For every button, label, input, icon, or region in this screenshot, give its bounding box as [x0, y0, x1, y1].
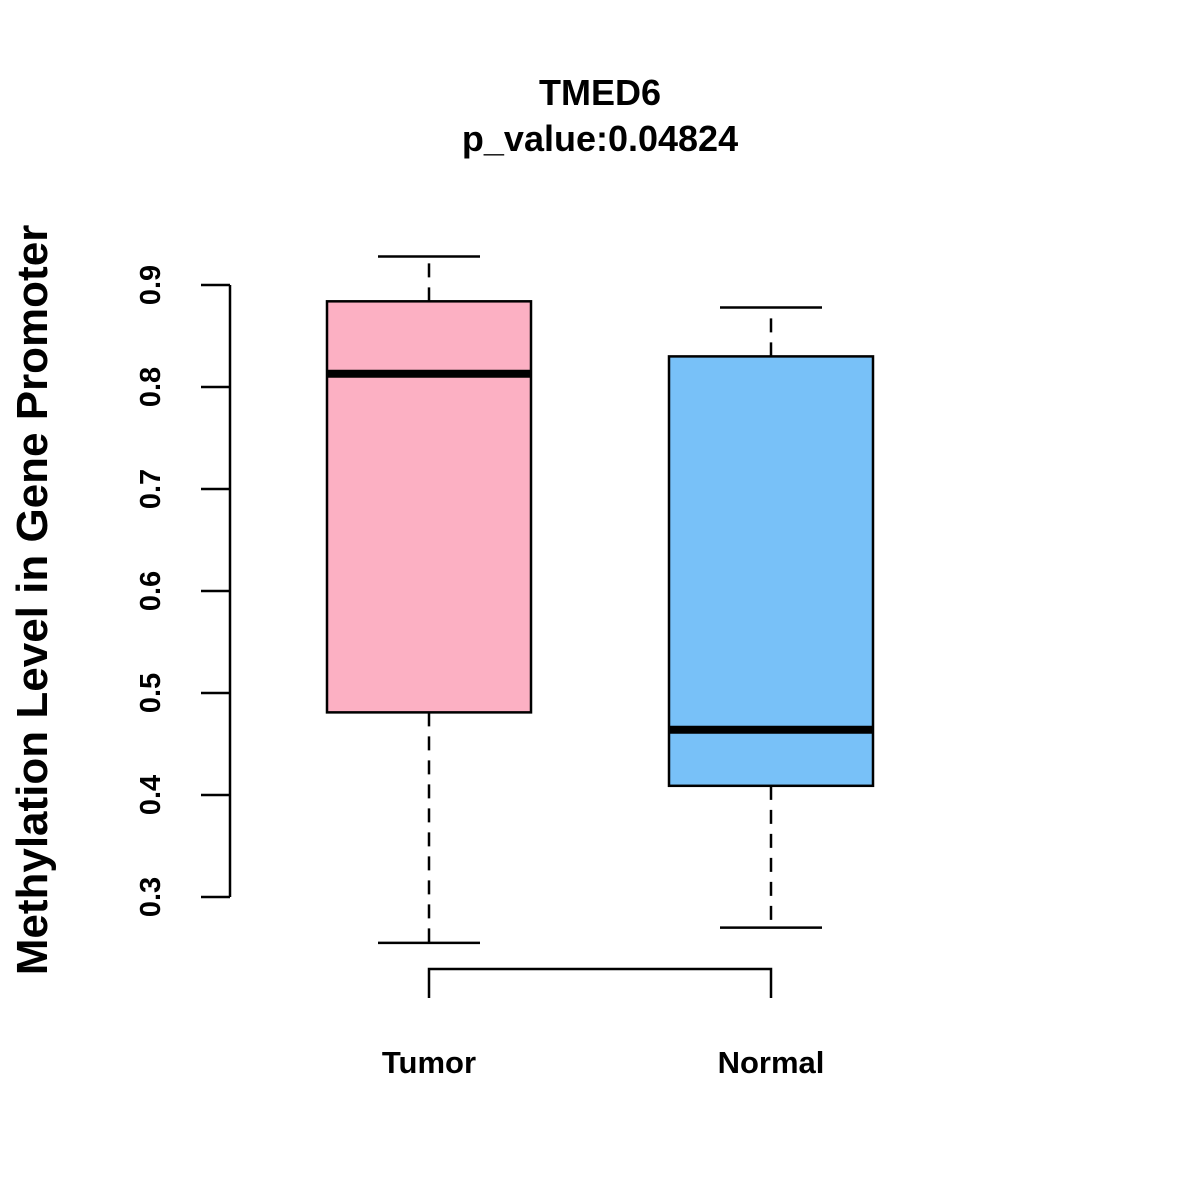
y-tick-label: 0.4: [135, 775, 167, 815]
box-normal: [667, 306, 875, 929]
y-tick-label: 0.9: [135, 265, 167, 305]
y-tick-label: 0.5: [135, 673, 167, 713]
y-tick-label: 0.7: [135, 469, 167, 509]
iqr-box: [667, 355, 875, 788]
y-tick-label: 0.3: [135, 877, 167, 917]
chart-title: TMED6: [539, 72, 661, 113]
bracket-line: [427, 967, 773, 998]
iqr-box: [325, 300, 533, 714]
x-tick-label-normal: Normal: [718, 1045, 825, 1080]
comparison-bracket: [427, 967, 773, 998]
x-tick-label-tumor: Tumor: [382, 1045, 476, 1080]
boxes: [325, 255, 875, 945]
x-axis-labels: Tumor Normal: [382, 1045, 824, 1080]
box-tumor: [325, 255, 533, 945]
y-axis-label: Methylation Level in Gene Promoter: [8, 225, 57, 976]
y-axis: 0.3 0.4 0.5 0.6 0.7 0.8 0.9: [135, 265, 232, 917]
y-tick-label: 0.8: [135, 367, 167, 407]
y-tick-label: 0.6: [135, 571, 167, 611]
chart-subtitle: p_value:0.04824: [462, 118, 738, 159]
